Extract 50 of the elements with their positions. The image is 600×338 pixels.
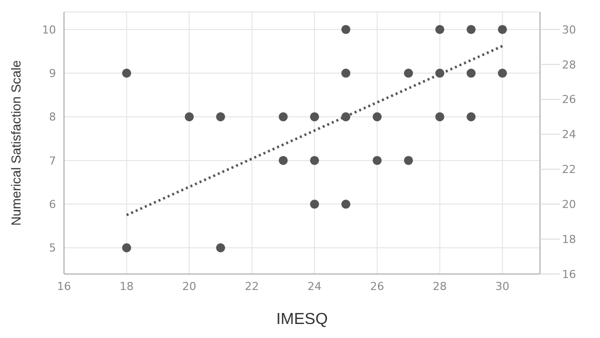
point bbox=[435, 112, 444, 122]
point bbox=[341, 24, 350, 34]
point bbox=[466, 24, 476, 34]
x-tick-label: 26 bbox=[370, 280, 384, 293]
point bbox=[310, 156, 320, 165]
point bbox=[372, 156, 382, 165]
point bbox=[435, 68, 444, 78]
point bbox=[278, 156, 288, 165]
point bbox=[498, 24, 507, 34]
point bbox=[341, 68, 350, 78]
point bbox=[310, 112, 320, 122]
y-tick-label: 9 bbox=[49, 67, 56, 80]
point bbox=[122, 243, 132, 252]
y-tick-label: 7 bbox=[49, 154, 56, 168]
point bbox=[372, 112, 382, 122]
x-tick-label: 22 bbox=[244, 280, 259, 293]
point bbox=[466, 112, 476, 122]
y-tick-label: 5 bbox=[49, 242, 56, 255]
point bbox=[341, 112, 350, 122]
x-axis-title: IMESQ bbox=[276, 311, 328, 328]
y-tick-label: 10 bbox=[42, 23, 56, 36]
y2-tick-label: 30 bbox=[562, 23, 576, 36]
point bbox=[466, 68, 476, 78]
point bbox=[122, 68, 132, 78]
y2-tick-label: 24 bbox=[562, 128, 576, 142]
y-tick-label: 6 bbox=[49, 198, 56, 212]
y2-tick-label: 22 bbox=[562, 163, 576, 176]
x-tick-label: 20 bbox=[182, 280, 196, 293]
y2-tick-label: 26 bbox=[562, 93, 576, 106]
point bbox=[498, 68, 507, 78]
y-axis-title: Numerical Satisfaction Scale bbox=[8, 60, 24, 226]
y-tick-label: 8 bbox=[49, 110, 56, 124]
y2-tick-label: 18 bbox=[562, 232, 576, 246]
point bbox=[404, 68, 413, 78]
point bbox=[278, 112, 288, 122]
x-tick-label: 28 bbox=[432, 280, 447, 293]
x-tick-label: 18 bbox=[120, 280, 134, 293]
point bbox=[216, 112, 226, 122]
y2-tick-label: 16 bbox=[562, 268, 576, 281]
point bbox=[310, 200, 320, 209]
point bbox=[435, 24, 444, 34]
x-tick-label: 24 bbox=[308, 280, 322, 293]
x-tick-label: 30 bbox=[495, 280, 510, 293]
y2-tick-label: 28 bbox=[562, 58, 576, 72]
point bbox=[341, 200, 350, 209]
point bbox=[404, 156, 413, 165]
y2-tick-label: 20 bbox=[562, 198, 576, 212]
x-tick-label: 16 bbox=[57, 280, 71, 293]
point bbox=[216, 243, 226, 252]
point bbox=[184, 112, 194, 122]
